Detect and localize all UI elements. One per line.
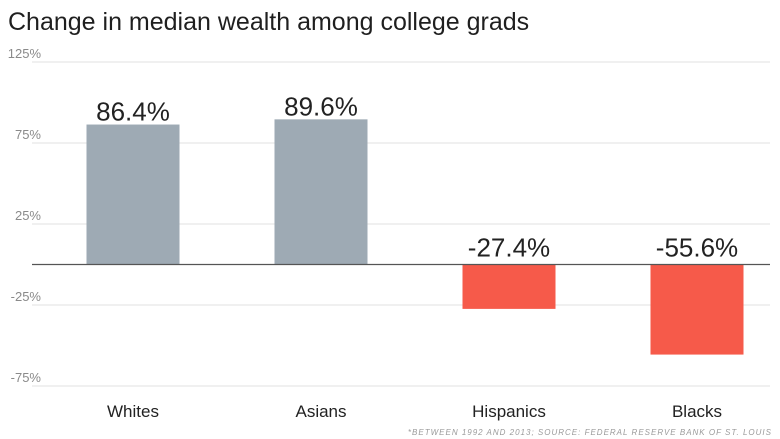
category-label: Hispanics xyxy=(472,402,546,421)
bar-asians xyxy=(274,119,368,265)
source-footnote: *Between 1992 and 2013; Source: Federal … xyxy=(407,428,772,437)
data-label: -55.6% xyxy=(656,233,738,263)
y-tick-label: 25% xyxy=(15,208,41,223)
data-label: 89.6% xyxy=(284,91,358,121)
category-label: Blacks xyxy=(672,402,722,421)
data-label: 86.4% xyxy=(96,97,170,127)
y-tick-label: 75% xyxy=(15,127,41,142)
y-tick-label: -75% xyxy=(11,370,42,385)
y-tick-label: 125% xyxy=(8,46,42,61)
category-label: Asians xyxy=(295,402,346,421)
bar-hispanics xyxy=(462,264,556,309)
y-tick-label: -25% xyxy=(11,289,42,304)
data-label: -27.4% xyxy=(468,233,550,263)
bar-blacks xyxy=(650,264,744,355)
bar-whites xyxy=(86,124,180,265)
chart-title: Change in median wealth among college gr… xyxy=(8,8,530,36)
category-label: Whites xyxy=(107,402,159,421)
